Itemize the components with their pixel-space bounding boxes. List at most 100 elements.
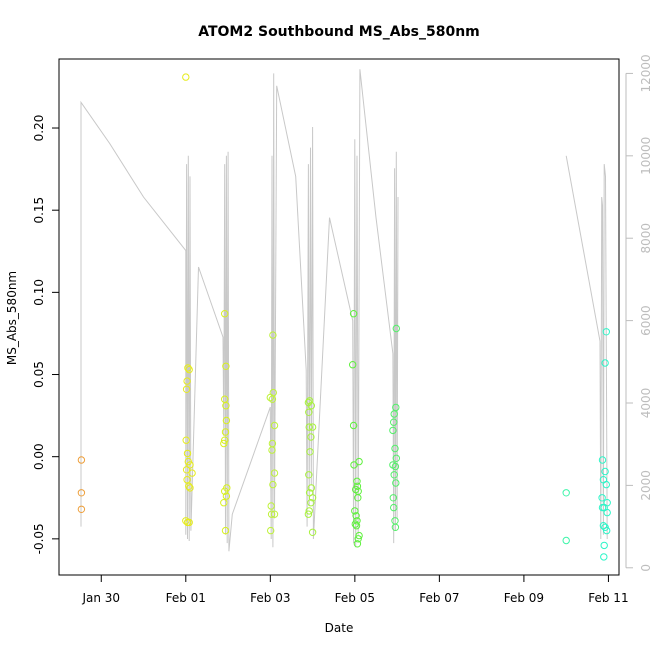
plot-frame (58, 58, 620, 576)
data-point (221, 487, 229, 495)
data-point (390, 503, 398, 512)
data-point (354, 535, 362, 543)
data-point (77, 456, 86, 464)
x-tick-label: Feb 05 (335, 591, 375, 605)
data-point (305, 423, 313, 431)
data-point (184, 364, 192, 372)
y-tick-label: 0.05 (32, 361, 46, 388)
secondary-line-layer (80, 69, 608, 552)
data-point (600, 541, 608, 550)
data-point (308, 494, 317, 502)
data-point (354, 494, 362, 502)
right-y-tick-label: 10000 (639, 137, 650, 175)
data-point (220, 439, 228, 448)
data-point (305, 507, 313, 515)
right-y-tick-label: 4000 (639, 388, 650, 419)
data-point (392, 403, 400, 412)
data-point (268, 446, 276, 454)
data-point (186, 461, 194, 469)
data-point (350, 461, 358, 469)
x-axis-label: Date (325, 621, 354, 635)
y-tick-label: -0.05 (32, 523, 46, 554)
data-point (562, 489, 570, 497)
points-layer (77, 73, 611, 561)
data-point (183, 449, 192, 458)
data-point (389, 494, 397, 502)
data-point (355, 457, 363, 466)
data-point (305, 471, 313, 479)
data-point (267, 510, 276, 518)
data-point (390, 410, 398, 418)
data-point (182, 466, 191, 474)
chart-title: ATOM2 Southbound MS_Abs_580nm (198, 24, 480, 40)
data-point (562, 536, 570, 545)
data-point (188, 469, 196, 477)
data-point (308, 423, 317, 431)
x-tick-label: Feb 01 (166, 591, 206, 605)
data-point (351, 507, 359, 515)
data-point (602, 480, 610, 489)
data-point (267, 502, 275, 510)
y-axis-label: MS_Abs_580nm (5, 271, 19, 365)
data-point (352, 522, 361, 530)
data-point (267, 526, 275, 535)
data-point (391, 523, 400, 531)
data-point (306, 448, 314, 456)
data-point (269, 480, 277, 489)
data-point (268, 395, 277, 403)
data-point (598, 494, 606, 502)
data-point (391, 444, 399, 453)
data-point (392, 324, 400, 333)
y-tick-label: 0.15 (32, 197, 46, 224)
data-point (349, 361, 357, 369)
data-point (307, 484, 315, 492)
data-point (220, 499, 228, 507)
right-y-tick-label: 2000 (639, 470, 650, 501)
data-point (601, 467, 609, 476)
data-point (222, 402, 230, 410)
axes-layer (52, 58, 633, 582)
data-point (598, 456, 607, 464)
data-point (598, 503, 607, 512)
data-point (355, 531, 363, 540)
data-point (221, 310, 229, 318)
data-point (221, 436, 229, 444)
data-point (185, 482, 193, 490)
data-point (305, 408, 313, 416)
data-point (392, 479, 400, 487)
x-tick-label: Jan 30 (81, 591, 120, 605)
data-point (304, 510, 313, 518)
x-tick-label: Feb 03 (250, 591, 290, 605)
data-point (182, 436, 190, 444)
data-point (600, 553, 608, 561)
data-point (222, 416, 231, 425)
data-point (221, 526, 230, 535)
data-point (353, 477, 361, 485)
data-point (391, 462, 400, 471)
data-point (183, 476, 191, 484)
data-point (603, 526, 611, 535)
data-point (307, 499, 315, 507)
data-point (266, 393, 274, 402)
data-point (602, 328, 610, 336)
data-point (307, 433, 315, 441)
data-point (183, 377, 191, 385)
data-point (270, 469, 279, 477)
right-y-tick-label: 0 (639, 564, 650, 572)
data-point (390, 418, 398, 426)
data-point (390, 471, 398, 479)
data-point (392, 454, 400, 462)
data-point (182, 385, 191, 393)
data-point (349, 421, 358, 430)
secondary-series-line (565, 155, 608, 540)
data-point (307, 402, 315, 410)
right-y-tick-label: 12000 (639, 54, 650, 92)
secondary-series-line (80, 69, 399, 552)
data-point (351, 520, 359, 528)
data-point (305, 397, 314, 405)
data-point (182, 517, 190, 525)
data-point (221, 428, 230, 436)
data-point (182, 73, 190, 81)
y-tick-label: 0.00 (32, 443, 46, 470)
